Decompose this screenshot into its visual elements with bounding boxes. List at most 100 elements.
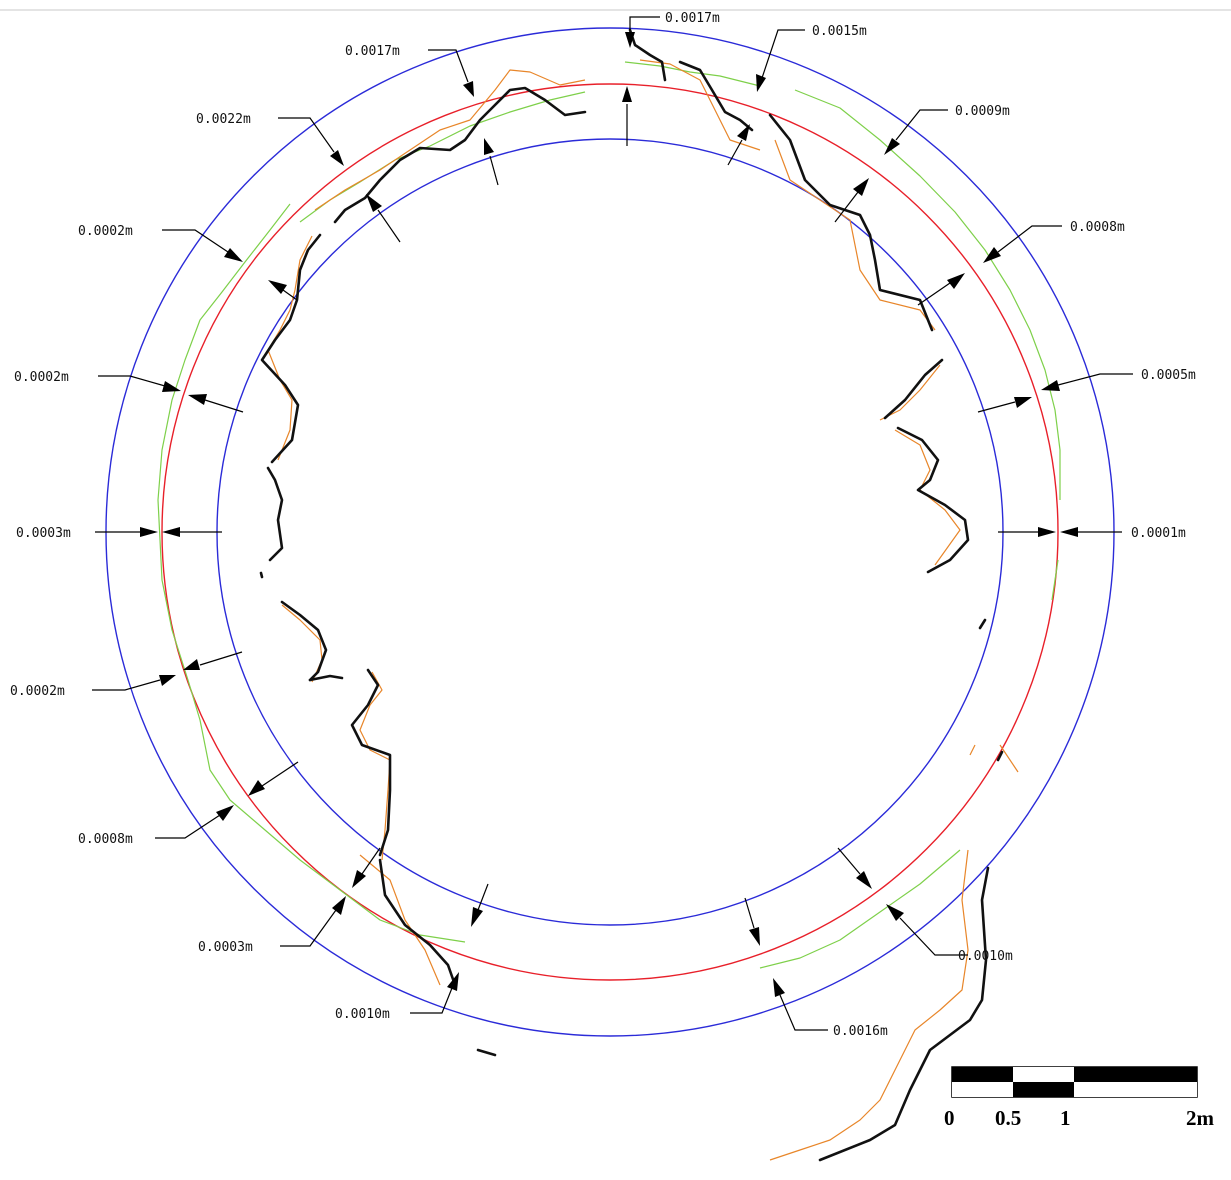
dimension-label: 0.0009m (955, 104, 1010, 119)
orange-profile-trace (894, 429, 961, 566)
scale-label: 0 (944, 1106, 955, 1130)
black-profile-trace (996, 750, 1004, 762)
black-profile-trace (260, 233, 322, 464)
dimension-label: 0.0003m (16, 526, 71, 541)
dimension-leader (282, 289, 298, 301)
dimension-leader (278, 117, 335, 153)
black-profile-trace (896, 426, 970, 574)
green-profile-trace (624, 61, 761, 87)
dimension-label: 0.0022m (196, 112, 251, 127)
dimension-callout: 0.0001m (998, 526, 1186, 541)
scale-bar-segment (952, 1067, 1013, 1082)
dimension-callout: 0.0017m (345, 44, 499, 186)
dimension-leader (199, 651, 243, 666)
dimension-leader (629, 16, 660, 30)
scale-label: 0.5 (995, 1106, 1021, 1130)
scale-bar: 0 0.5 1 2m (944, 1066, 1215, 1130)
black-profile-trace (818, 866, 990, 1162)
deviation-dimensions: 0.0017m 0.0015m 0.0017m 0.0022m (10, 11, 1196, 1039)
scale-bar-segment (1013, 1067, 1074, 1082)
arrowhead (140, 527, 158, 537)
orange-profile-trace (359, 671, 391, 861)
arrowhead (332, 896, 346, 915)
arrowhead (749, 927, 760, 946)
dimension-leader (428, 49, 469, 83)
orange-profile-trace (314, 69, 586, 211)
dimension-leader (162, 229, 229, 253)
dimension-callout: 0.0009m (834, 104, 1010, 223)
red-design-circle (161, 83, 1059, 981)
black-profile-trace (628, 28, 667, 82)
arrowhead (471, 907, 483, 927)
dimension-label: 0.0010m (335, 1007, 390, 1022)
dimension-leader (410, 987, 453, 1014)
tolerance-circles (105, 27, 1115, 1037)
dimension-leader (155, 814, 221, 839)
scale-label: 2m (1186, 1106, 1215, 1130)
black-profile-trace (350, 668, 392, 857)
black-profile-trace (978, 618, 987, 630)
black-profile-trace (883, 358, 944, 420)
dimension-label: 0.0008m (1070, 220, 1125, 235)
arrowhead (224, 248, 243, 262)
dimension-label: 0.0008m (78, 832, 133, 847)
arrowhead (773, 978, 785, 997)
black-profile-trace (259, 571, 264, 579)
black-profile-trace (378, 858, 457, 987)
orange-profile-trace (769, 849, 969, 1161)
dimension-leader (977, 401, 1016, 413)
dimension-label: 0.0003m (198, 940, 253, 955)
arrowhead (216, 805, 234, 821)
arrowhead (856, 871, 872, 889)
arrowhead (983, 247, 1001, 263)
orange-profile-trace (969, 744, 976, 756)
scale-bar-segment (1074, 1067, 1197, 1082)
dimension-callout: 0.0003m (198, 847, 381, 955)
arrowhead (268, 280, 287, 294)
dimension-leader (744, 897, 755, 929)
dimension-callout: 0.0010m (837, 847, 1013, 964)
arrowhead (947, 273, 965, 289)
dimension-leader (997, 225, 1062, 253)
orange-profile-trace (267, 235, 313, 461)
scale-label: 1 (1060, 1106, 1071, 1130)
dimension-leader (917, 282, 951, 306)
dimension-leader (477, 883, 489, 911)
dimension-leader (204, 399, 244, 413)
outer-blue-circle (105, 27, 1115, 1037)
orange-profile-trace (359, 854, 441, 986)
arrowhead (183, 659, 200, 670)
dimension-leader (489, 155, 499, 186)
arrowhead (1014, 397, 1032, 408)
dimension-label: 0.0015m (812, 24, 867, 39)
dimension-leader (377, 209, 401, 243)
dimension-leader (98, 375, 166, 387)
scale-bar-segment (952, 1082, 1013, 1097)
green-profile-trace (1051, 559, 1059, 601)
dimension-leader (280, 909, 337, 947)
arrowhead (1041, 380, 1060, 391)
arrowhead (756, 74, 766, 92)
dimension-label: 0.0017m (345, 44, 400, 59)
dimension-label: 0.0005m (1141, 368, 1196, 383)
arrowhead (1060, 527, 1078, 537)
inner-blue-circle (216, 138, 1004, 926)
dimension-callout: 0.0002m (10, 651, 243, 699)
dimension-leader (899, 917, 968, 956)
dimension-leader (1057, 373, 1133, 386)
arrowhead (1038, 527, 1056, 537)
arrowhead (886, 904, 904, 921)
dimension-callout: 0.0002m (14, 370, 244, 413)
dimension-leader (837, 847, 861, 875)
orange-profile-trace (774, 139, 936, 331)
arrowhead (884, 138, 900, 155)
black-profile-trace (768, 113, 934, 332)
dimension-label: 0.0010m (958, 949, 1013, 964)
arrowhead (188, 394, 207, 405)
black-profile-trace (308, 674, 344, 682)
dimension-callout: 0.0002m (78, 224, 298, 301)
black-profile-trace (266, 466, 284, 562)
arrowhead (162, 527, 180, 537)
arrowhead (366, 194, 382, 212)
